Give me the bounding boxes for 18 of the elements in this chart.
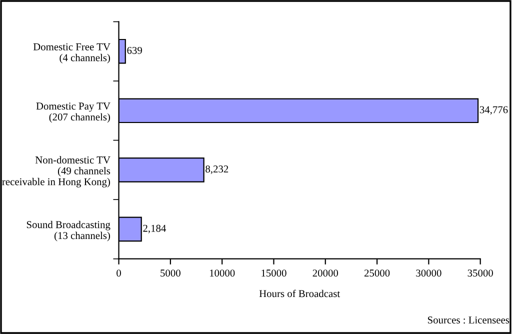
x-tick-label: 35000: [468, 270, 493, 277]
y-tick-label: Domestic Pay TV (207 channels): [36, 102, 110, 123]
x-tick-label: 15000: [262, 270, 286, 277]
x-tick-label: 30000: [416, 270, 442, 277]
x-tick-label: 25000: [364, 270, 390, 277]
data-label: 639: [127, 46, 142, 54]
data-label: 2,184: [143, 224, 166, 234]
y-tick-label: Domestic Free TV (4 channels): [33, 43, 110, 64]
x-tick-label: 5000: [160, 270, 180, 277]
y-tick-label: Non-domestic TV (49 channels receivable in Hong Kong): [2, 156, 110, 188]
x-tick-label: 10000: [210, 270, 235, 277]
data-label: 34,776: [480, 106, 508, 115]
source-note: Sources : Licensees: [428, 316, 510, 324]
x-tick-label: 0: [116, 270, 121, 277]
x-tick-label: 20000: [312, 270, 338, 277]
y-tick-label: Sound Broadcasting (13 channels): [26, 220, 110, 242]
x-axis-title: Hours of Broadcast: [259, 290, 340, 298]
data-label: 8,232: [206, 166, 228, 174]
